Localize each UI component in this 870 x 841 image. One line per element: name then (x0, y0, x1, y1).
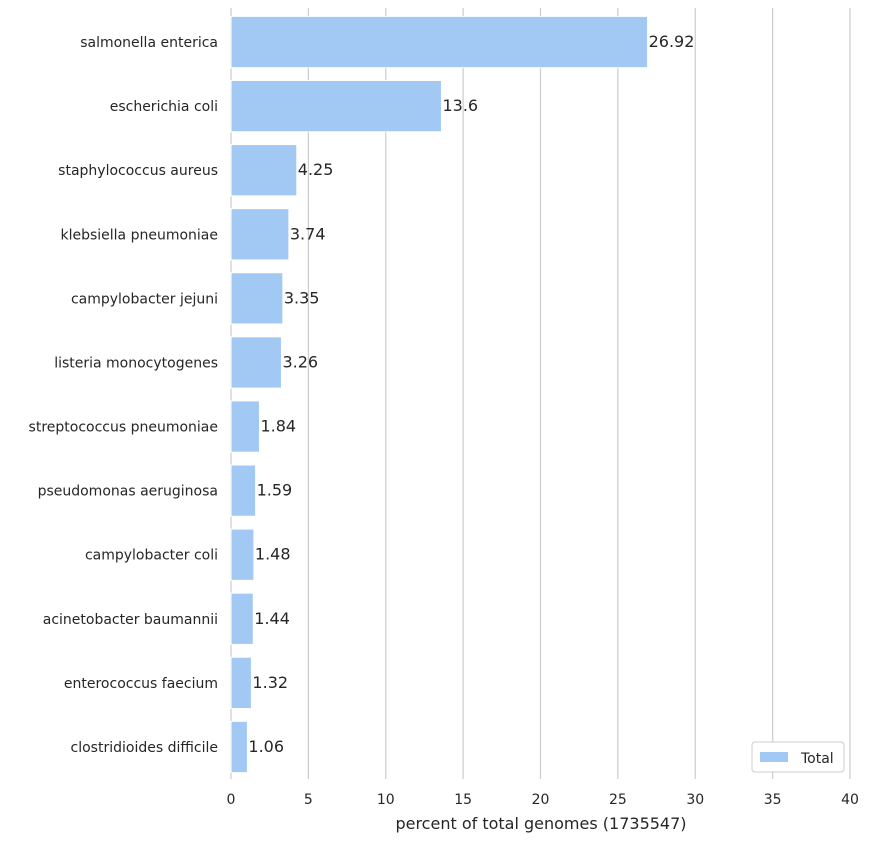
bars (230, 15, 649, 774)
y-tick-label: enterococcus faecium (64, 676, 218, 692)
gridlines (230, 8, 851, 779)
legend-swatch (760, 752, 788, 762)
legend-label: Total (800, 751, 834, 767)
data-label: 1.32 (252, 673, 288, 692)
y-tick-label: listeria monocytogenes (54, 355, 218, 371)
y-tick-label: escherichia coli (110, 99, 218, 115)
legend: Total (751, 741, 845, 773)
y-tick-label: campylobacter jejuni (71, 291, 218, 307)
y-tick-label: campylobacter coli (85, 548, 218, 564)
bar (230, 208, 290, 261)
y-tick-label: acinetobacter baumannii (43, 612, 218, 628)
bar (230, 144, 298, 197)
data-label: 1.06 (248, 737, 284, 756)
y-tick-label: staphylococcus aureus (58, 163, 218, 179)
data-label: 3.74 (290, 224, 326, 243)
data-label: 13.6 (442, 96, 478, 115)
x-tick-label: 10 (377, 792, 395, 808)
bar (230, 592, 254, 645)
bar (230, 272, 284, 325)
x-tick-labels: 0 5 10 15 20 25 30 35 40 (227, 792, 859, 808)
y-tick-labels: salmonella enterica escherichia coli staph… (29, 35, 218, 756)
data-label: 3.26 (282, 352, 318, 371)
bar (230, 720, 248, 774)
data-label: 4.25 (298, 160, 334, 179)
data-label: 3.35 (284, 288, 320, 307)
y-tick-label: streptococcus pneumoniae (29, 420, 218, 436)
data-label: 1.44 (254, 609, 290, 628)
x-tick-label: 5 (304, 792, 313, 808)
data-label: 1.84 (260, 417, 296, 436)
bar (230, 528, 255, 581)
y-tick-label: pseudomonas aeruginosa (38, 484, 218, 500)
x-tick-label: 25 (609, 792, 627, 808)
data-label: 1.59 (257, 481, 293, 500)
x-tick-label: 40 (841, 792, 859, 808)
y-tick-label: clostridioides difficile (71, 740, 218, 756)
bar (230, 656, 252, 710)
x-tick-label: 30 (686, 792, 704, 808)
bar (230, 15, 649, 69)
data-label: 1.48 (255, 545, 291, 564)
x-axis-label: percent of total genomes (1735547) (395, 814, 686, 833)
x-tick-label: 20 (532, 792, 550, 808)
bar (230, 464, 257, 517)
bar (230, 79, 442, 133)
y-tick-label: klebsiella pneumoniae (60, 227, 218, 243)
bar (230, 400, 260, 453)
y-tick-label: salmonella enterica (80, 35, 218, 51)
x-tick-label: 15 (454, 792, 472, 808)
data-labels: 26.92 13.6 4.25 3.74 3.35 3.26 1.84 1.59 1.48 1.4… (248, 32, 694, 756)
x-tick-label: 0 (227, 792, 236, 808)
legend-frame (751, 741, 845, 773)
bar (230, 336, 282, 389)
data-label: 26.92 (649, 32, 695, 51)
x-tick-label: 35 (764, 792, 782, 808)
